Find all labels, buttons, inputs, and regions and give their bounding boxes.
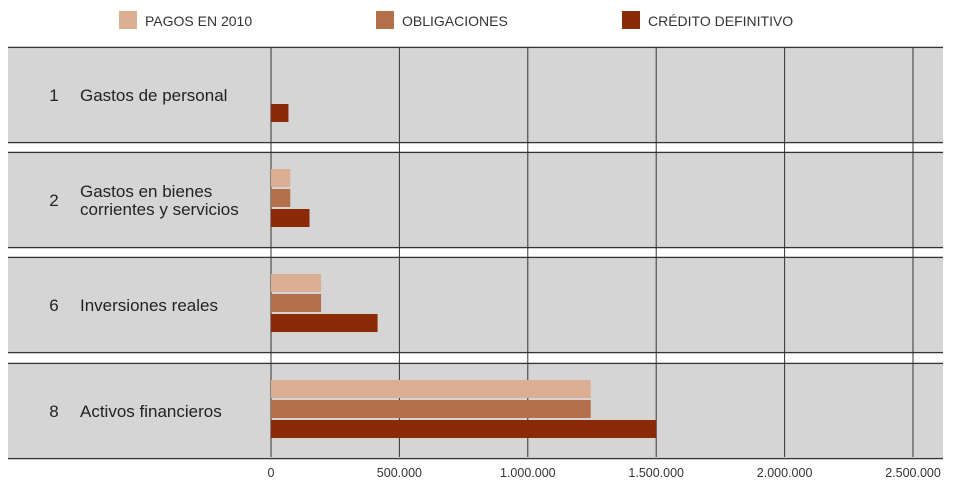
bar <box>271 104 289 122</box>
category-band <box>8 154 943 246</box>
category-band <box>8 49 943 141</box>
x-axis-ticks: 0 500.000 1.000.000 1.500.000 2.000.000 2.500… <box>268 466 941 480</box>
tick-label: 2.000.000 <box>757 466 813 480</box>
tick-label: 2.500.000 <box>885 466 941 480</box>
bar <box>271 420 657 438</box>
bar <box>271 189 291 207</box>
bar <box>271 380 591 398</box>
bars <box>271 104 657 438</box>
bar <box>271 400 591 418</box>
tick-label: 500.000 <box>377 466 422 480</box>
legend-swatch <box>622 11 640 29</box>
legend-label: OBLIGACIONES <box>402 13 508 29</box>
tick-label: 1.000.000 <box>500 466 556 480</box>
category-number: 1 <box>49 86 58 105</box>
legend: PAGOS EN 2010 OBLIGACIONES CRÉDITO DEFINIT… <box>119 11 793 29</box>
category-number: 2 <box>49 191 58 210</box>
category-label: Gastos de personal <box>80 86 227 105</box>
category-band <box>8 259 943 351</box>
category-labels: 1 Gastos de personal 2 Gastos en bienescorr… <box>49 86 238 421</box>
category-label: Gastos en bienes <box>80 182 212 201</box>
bar <box>271 274 322 292</box>
legend-swatch <box>119 11 137 29</box>
bar <box>271 294 322 312</box>
category-label: corrientes y servicios <box>80 200 239 219</box>
category-label: Activos financieros <box>80 402 222 421</box>
legend-label: PAGOS EN 2010 <box>145 13 252 29</box>
tick-label: 0 <box>268 466 275 480</box>
category-number: 8 <box>49 402 58 421</box>
bar <box>271 314 378 332</box>
bar <box>271 169 291 187</box>
legend-label: CRÉDITO DEFINITIVO <box>648 13 793 29</box>
tick-label: 1.500.000 <box>628 466 684 480</box>
bar <box>271 209 310 227</box>
legend-swatch <box>376 11 394 29</box>
category-label: Inversiones reales <box>80 296 218 315</box>
category-number: 6 <box>49 296 58 315</box>
